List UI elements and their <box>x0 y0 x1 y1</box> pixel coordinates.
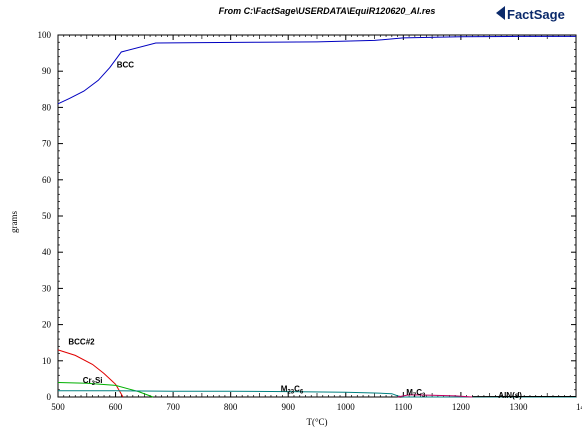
series-label-m23c6: M23C6 <box>281 385 304 396</box>
y-axis: 0 10 20 30 40 50 60 70 80 90 100 <box>38 30 576 402</box>
y-tick-label: 70 <box>42 139 52 149</box>
series-label-bcc-2: BCC#2 <box>68 338 95 347</box>
y-tick-label: 50 <box>42 211 52 221</box>
x-tick-label: 900 <box>281 402 295 412</box>
x-tick-label: 1400 <box>576 402 582 412</box>
y-tick-label: 100 <box>38 30 52 40</box>
x-axis: 500 600 700 800 900 1000 1100 1200 1300 1400 <box>51 35 582 412</box>
series-line-bcc-2 <box>57 349 124 398</box>
y-tick-label: 40 <box>42 247 52 257</box>
series-line-bcc <box>57 35 576 105</box>
chart-title: From C:\FactSage\USERDATA\EquiR120620_Al… <box>219 6 436 16</box>
series-layer <box>57 35 576 398</box>
series-label-m7c3: M7C3 <box>406 388 426 399</box>
x-tick-label: 1300 <box>509 402 528 412</box>
y-tick-label: 20 <box>42 320 52 330</box>
series-labels: BCC BCC#2 Cr3Si M23C6 M7C3 AlN(s) <box>68 61 522 401</box>
series-label-aln-s-: AlN(s) <box>498 391 522 400</box>
series-label-cr3si: Cr3Si <box>83 376 103 387</box>
factsage-logo: FactSage <box>496 6 565 22</box>
x-tick-label: 500 <box>51 402 65 412</box>
x-tick-label: 1100 <box>394 402 412 412</box>
series-line-cr3si <box>57 382 154 398</box>
y-tick-label: 30 <box>42 283 52 293</box>
y-axis-label: grams <box>9 211 19 233</box>
y-tick-label: 0 <box>47 392 52 402</box>
plot-frame <box>57 34 577 398</box>
x-tick-label: 1000 <box>337 402 356 412</box>
logo-text: FactSage <box>507 7 565 22</box>
series-line-m7c3 <box>397 394 473 398</box>
y-tick-label: 60 <box>42 175 52 185</box>
x-tick-label: 600 <box>109 402 123 412</box>
x-axis-label: T(°C) <box>306 417 327 427</box>
y-tick-label: 80 <box>42 102 52 112</box>
series-label-bcc: BCC <box>117 61 135 70</box>
x-tick-label: 800 <box>224 402 238 412</box>
x-tick-label: 700 <box>166 402 180 412</box>
logo-arrow-icon <box>496 6 505 20</box>
y-tick-label: 10 <box>42 356 52 366</box>
y-tick-label: 90 <box>42 66 52 76</box>
x-tick-label: 1200 <box>452 402 471 412</box>
